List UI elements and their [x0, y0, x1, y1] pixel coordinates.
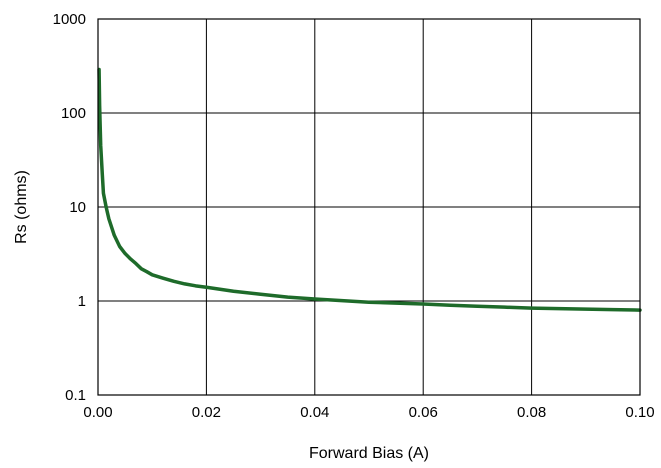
y-axis-title: Rs (ohms)	[13, 170, 30, 244]
x-tick-label: 0.06	[409, 404, 438, 421]
x-tick-label: 0.02	[192, 404, 221, 421]
x-axis-title: Forward Bias (A)	[309, 445, 429, 462]
y-tick-label: 10	[69, 199, 86, 216]
x-tick-label: 0.10	[625, 404, 654, 421]
y-tick-label: 100	[61, 105, 86, 122]
y-tick-labels: 0.1 1 10 100 1000	[53, 11, 86, 404]
x-tick-labels: 0.00 0.02 0.04 0.06 0.08 0.10	[83, 404, 654, 421]
y-tick-label: 0.1	[65, 387, 86, 404]
plot-border	[97, 18, 641, 396]
x-tick-label: 0.04	[300, 404, 329, 421]
gridlines	[98, 19, 640, 395]
x-tick-label: 0.08	[517, 404, 546, 421]
series-line	[97, 67, 642, 312]
y-tick-label: 1000	[53, 11, 86, 28]
x-tick-label: 0.00	[83, 404, 112, 421]
y-tick-label: 1	[78, 293, 86, 310]
